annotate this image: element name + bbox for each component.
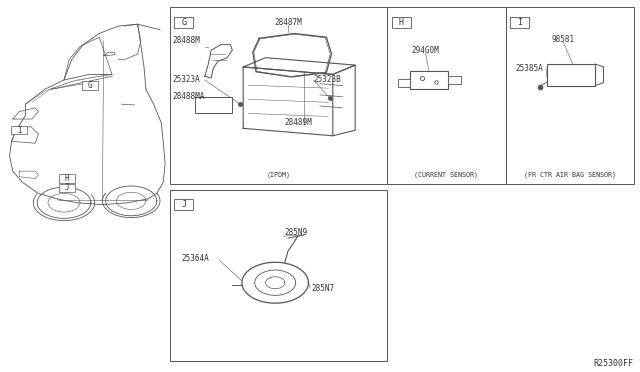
Text: I: I — [517, 18, 522, 27]
Text: J: J — [181, 200, 186, 209]
Text: 285N9: 285N9 — [285, 228, 308, 237]
Text: 28488MA: 28488MA — [173, 92, 205, 101]
Text: 285N7: 285N7 — [312, 284, 335, 293]
Text: G: G — [87, 81, 92, 90]
Text: 28489M: 28489M — [285, 118, 312, 127]
Text: 25323B: 25323B — [314, 76, 341, 84]
Bar — [195, 97, 232, 113]
Bar — [398, 79, 410, 87]
Bar — [410, 71, 448, 89]
Text: 294G0M: 294G0M — [412, 46, 440, 55]
Text: R25300FF: R25300FF — [594, 359, 634, 368]
Bar — [170, 190, 387, 361]
Text: H: H — [65, 174, 70, 183]
Bar — [510, 17, 529, 28]
Bar — [174, 199, 193, 210]
Bar — [387, 7, 506, 184]
Text: 25385A: 25385A — [515, 64, 543, 73]
Text: 28487M: 28487M — [274, 18, 302, 27]
Text: (FR CTR AIR BAG SENSOR): (FR CTR AIR BAG SENSOR) — [524, 171, 616, 178]
Text: G: G — [181, 18, 186, 27]
Text: (CURRENT SENSOR): (CURRENT SENSOR) — [415, 171, 479, 178]
Text: 98581: 98581 — [552, 35, 575, 44]
Bar — [170, 7, 387, 184]
Bar — [60, 174, 76, 183]
Text: 28488M: 28488M — [173, 36, 200, 45]
Text: I: I — [17, 126, 22, 135]
Bar — [60, 184, 76, 192]
Bar — [506, 7, 634, 184]
Text: J: J — [65, 183, 70, 192]
Bar — [448, 76, 461, 84]
Bar — [174, 17, 193, 28]
Bar — [82, 81, 97, 90]
Bar — [11, 126, 27, 134]
Text: (IPDM): (IPDM) — [266, 171, 291, 178]
Bar — [392, 17, 411, 28]
Text: H: H — [399, 18, 404, 27]
Bar — [547, 64, 595, 86]
Text: 25323A: 25323A — [173, 76, 200, 84]
Text: 25364A: 25364A — [181, 254, 209, 263]
